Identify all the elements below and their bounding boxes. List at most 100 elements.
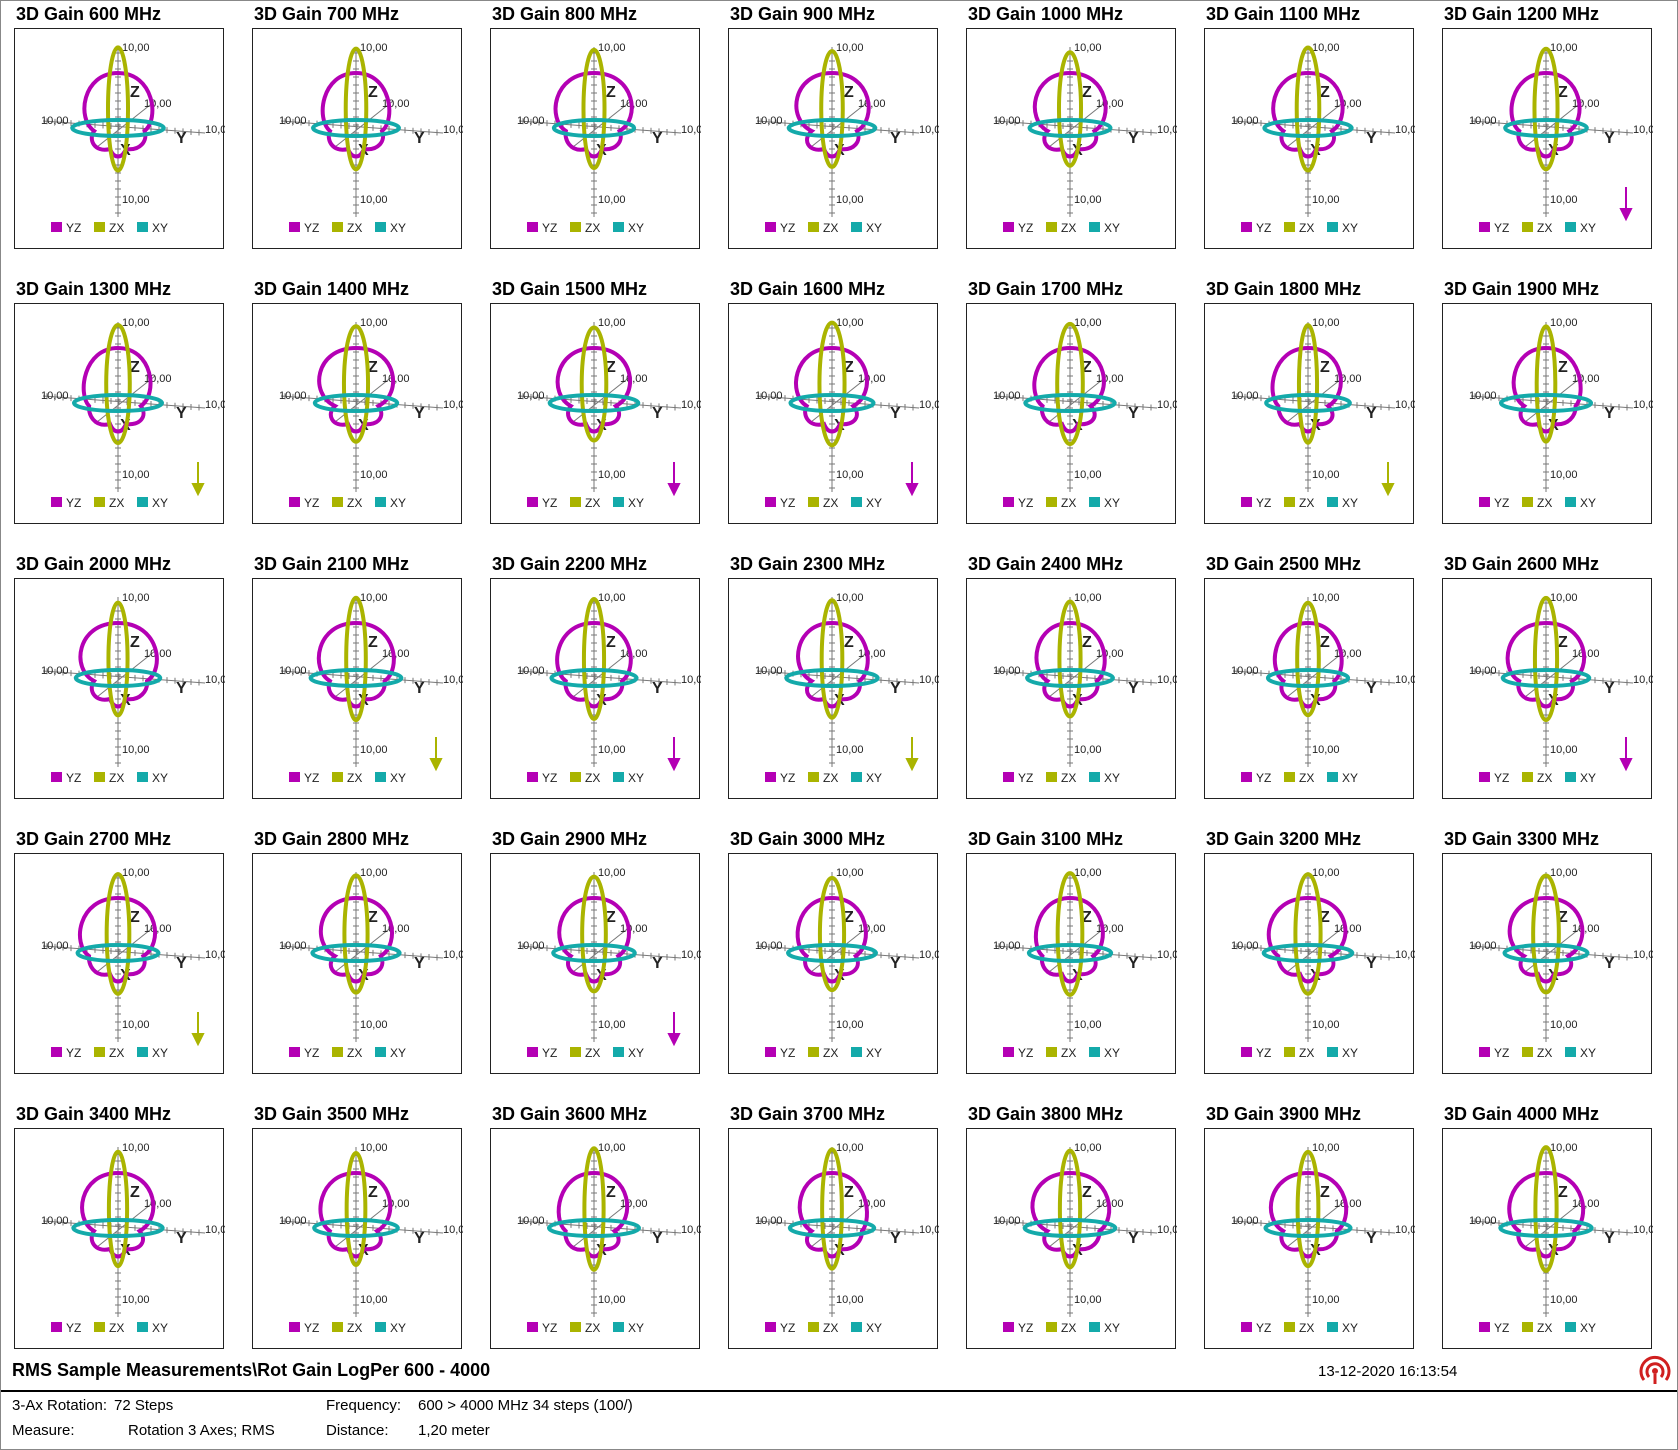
legend-swatch [1327,772,1338,782]
polar-chart: 3D Gain 3200 MHz 10,00 10,00 10,00 10,00 10,0… [1190,825,1428,1100]
polar-chart: 3D Gain 3000 MHz 10,00 10,00 10,00 10,00 10,0… [714,825,952,1100]
tick-label: 10,00 [443,949,463,961]
legend-label: XY [152,1321,168,1335]
legend-swatch [51,222,62,232]
rotation-label: 3-Ax Rotation: [12,1397,108,1414]
tick-label: 10,00 [755,665,783,677]
tick-label: 10,00 [1312,744,1340,756]
axis-label: Y [1604,955,1615,972]
legend-swatch [851,497,862,507]
down-arrow-icon [905,462,919,497]
y-axis [994,120,1158,134]
tick-label: 10,00 [620,648,648,660]
tick-label: 10,00 [443,124,463,136]
series-xy-trace [1502,943,1590,963]
down-arrow-icon [1619,737,1633,772]
series-yz-trace [318,1170,393,1259]
tick-label: 10,00 [1074,1294,1102,1306]
legend-label: XY [390,221,406,235]
y-axis [1232,1220,1396,1234]
legend-swatch [1241,222,1252,232]
axis-label: Z [1082,359,1092,376]
y-axis [994,1220,1158,1234]
tick-label: 10,00 [122,469,150,481]
legend-swatch [613,1047,624,1057]
axis-label: Y [414,955,425,972]
legend-swatch [375,222,386,232]
tick-label: 10,00 [1074,744,1102,756]
polar-chart: 3D Gain 2100 MHz 10,00 10,00 10,00 10,00 10,0… [238,550,476,825]
legend-label: YZ [1018,1321,1033,1335]
tick-label: 10,00 [1231,115,1259,127]
legend-label: XY [1342,221,1358,235]
series-zx-trace [1533,1145,1559,1273]
antenna-signal-icon [1639,1355,1671,1384]
tick-label: 10,00 [858,98,886,110]
series-yz-trace [1032,70,1108,159]
tick-label: 10,00 [1157,399,1177,411]
series-yz-trace [81,345,153,434]
legend-swatch [375,772,386,782]
tick-label: 10,00 [858,373,886,385]
legend-label: ZX [109,1321,124,1335]
legend-label: YZ [780,221,795,235]
legend-swatch [375,497,386,507]
tick-label: 10,00 [1633,1224,1653,1236]
legend-swatch [137,497,148,507]
legend-swatch [851,1322,862,1332]
series-xy-trace [1498,1218,1594,1238]
legend-label: ZX [823,221,838,235]
legend-label: YZ [1018,771,1033,785]
axis-label: Z [1082,84,1092,101]
tick-label: 10,00 [858,648,886,660]
tick-label: 10,00 [122,592,150,604]
legend-label: XY [1104,1046,1120,1060]
axis-label: Z [130,359,140,376]
tick-label: 10,00 [1074,867,1102,879]
tick-label: 10,00 [598,469,626,481]
tick-label: 10,00 [517,390,545,402]
y-axis [1470,120,1634,134]
legend-label: ZX [1299,1321,1314,1335]
series-xy-trace [1264,393,1352,413]
legend-label: XY [1104,1321,1120,1335]
axis-label: Z [368,84,378,101]
legend-swatch [1565,222,1576,232]
legend-swatch [765,497,776,507]
series-xy-trace [311,118,401,138]
tick-label: 10,00 [1334,373,1362,385]
footer-divider [0,1390,1678,1392]
legend-label: YZ [304,221,319,235]
axis-label: Z [606,634,616,651]
axis-label: Z [1082,634,1092,651]
legend-swatch [1046,772,1057,782]
legend-label: ZX [1299,771,1314,785]
series-xy-trace [1262,118,1354,138]
x-axis [810,100,870,148]
tick-label: 10,00 [1096,98,1124,110]
y-axis [518,120,682,134]
tick-label: 10,00 [681,1224,701,1236]
y-axis [518,945,682,959]
down-arrow-icon [191,1012,205,1047]
distance-label: Distance: [326,1422,389,1439]
tick-label: 10,00 [1633,399,1653,411]
legend-swatch [1565,772,1576,782]
legend-label: ZX [1061,1046,1076,1060]
legend-swatch [808,497,819,507]
series-zx-trace [1056,50,1084,168]
series-zx-trace [1534,324,1558,444]
polar-chart: 3D Gain 1000 MHz 10,00 10,00 10,00 10,00 10,0… [952,0,1190,275]
chart-title: 3D Gain 1200 MHz [1444,4,1600,24]
series-yz-trace [80,1170,156,1259]
